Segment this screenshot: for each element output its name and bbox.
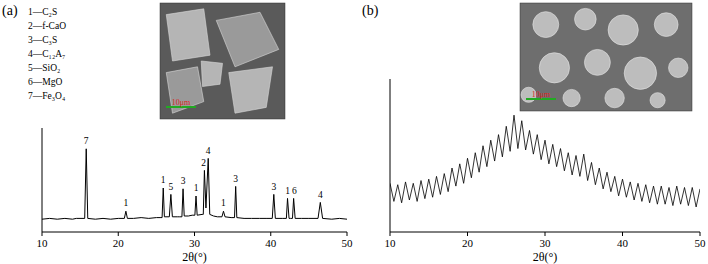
peak-label: 3 bbox=[271, 182, 276, 192]
particle bbox=[201, 61, 222, 87]
x-tick-label: 40 bbox=[617, 237, 629, 249]
particle bbox=[669, 58, 688, 77]
peak-label: 1 bbox=[221, 198, 226, 208]
panel-label: (a) bbox=[2, 3, 18, 19]
plot-area bbox=[42, 149, 347, 219]
xrd-line bbox=[390, 115, 700, 207]
phase-key-entry: 7—Fe₃O₄ bbox=[28, 91, 65, 101]
particle bbox=[575, 8, 597, 30]
x-tick bbox=[467, 232, 468, 236]
phase-key-entry: 3—C₃S bbox=[28, 35, 57, 45]
phase-key-entry: 6—MgO bbox=[28, 77, 62, 87]
peak-label: 1 bbox=[194, 183, 199, 193]
phase-key-entry: 5—SiO₂ bbox=[28, 63, 60, 73]
x-tick-label: 40 bbox=[265, 237, 277, 249]
particle bbox=[624, 57, 656, 89]
peak-label: 3 bbox=[181, 176, 186, 186]
x-tick bbox=[194, 232, 195, 236]
particle bbox=[533, 12, 559, 38]
particle bbox=[166, 9, 210, 61]
particle bbox=[229, 67, 273, 113]
peak-label: 1 bbox=[124, 198, 129, 208]
phase-key-entry: 1—C₂S bbox=[28, 7, 57, 17]
x-axis-label: 2θ(°) bbox=[182, 250, 207, 264]
x-tick bbox=[622, 232, 623, 236]
xrd-line bbox=[42, 149, 347, 219]
x-tick-label: 20 bbox=[113, 237, 125, 249]
sem-inset: 10μm bbox=[160, 3, 285, 119]
figure: (a) 1—C₂S 2—f-CaO 3—C₃S 4—C₁₂A₇ 5—SiO₂ 6—MgO 7—… bbox=[0, 0, 708, 264]
plot-area bbox=[390, 115, 700, 207]
peak-label: 3 bbox=[233, 174, 238, 184]
x-tick-label: 30 bbox=[189, 237, 201, 249]
x-tick-label: 20 bbox=[462, 237, 474, 249]
x-tick bbox=[270, 232, 271, 236]
x-tick-label: 10 bbox=[37, 237, 49, 249]
x-tick bbox=[700, 232, 701, 236]
y-axis bbox=[390, 79, 391, 232]
particle bbox=[608, 15, 638, 45]
peak-label: 4 bbox=[318, 190, 323, 200]
particle bbox=[605, 88, 624, 107]
x-tick bbox=[42, 232, 43, 236]
particle bbox=[650, 93, 665, 108]
panel-label: (b) bbox=[362, 3, 379, 19]
particle bbox=[563, 89, 580, 106]
particle bbox=[654, 13, 678, 37]
x-tick-label: 50 bbox=[342, 237, 354, 249]
x-tick-label: 10 bbox=[385, 237, 397, 249]
peak-label: 5 bbox=[168, 182, 173, 192]
sem-image bbox=[160, 3, 285, 119]
sem-inset: 10μm bbox=[520, 3, 692, 111]
phase-key-entry: 2—f-CaO bbox=[28, 21, 66, 31]
peak-label: 6 bbox=[292, 186, 297, 196]
x-tick bbox=[347, 232, 348, 236]
x-tick bbox=[118, 232, 119, 236]
sem-image bbox=[520, 3, 692, 111]
peak-label: 7 bbox=[84, 136, 89, 146]
scale-bar-label: 10μm bbox=[172, 98, 191, 107]
scale-bar-label: 10μm bbox=[532, 90, 551, 99]
x-tick bbox=[545, 232, 546, 236]
x-tick-label: 30 bbox=[540, 237, 552, 249]
x-tick bbox=[390, 232, 391, 236]
particle bbox=[166, 67, 204, 113]
peak-label: 2 bbox=[201, 158, 206, 168]
peak-label: 1 bbox=[161, 175, 166, 185]
particle bbox=[216, 12, 279, 67]
phase-key-entry: 4—C₁₂A₇ bbox=[28, 49, 65, 59]
y-axis bbox=[42, 128, 43, 232]
x-axis-label: 2θ(°) bbox=[533, 250, 558, 264]
x-tick-label: 50 bbox=[695, 237, 707, 249]
particle bbox=[539, 53, 569, 83]
particle bbox=[584, 49, 610, 75]
peak-label: 1 bbox=[285, 186, 290, 196]
peak-label: 4 bbox=[206, 146, 211, 156]
